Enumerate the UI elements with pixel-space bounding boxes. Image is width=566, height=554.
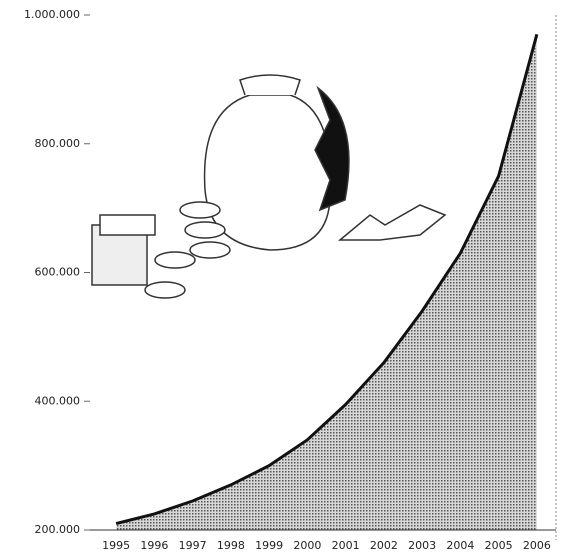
y-tick-label: 1.000.000 (24, 8, 80, 21)
x-tick-label: 2006 (523, 539, 551, 552)
x-tick-label: 2005 (485, 539, 513, 552)
x-tick-label: 1995 (102, 539, 130, 552)
y-tick-label: 200.000 (35, 523, 81, 536)
x-tick-label: 2001 (332, 539, 360, 552)
x-tick-label: 1996 (140, 539, 168, 552)
y-tick-label: 600.000 (35, 266, 81, 279)
x-tick-label: 2004 (446, 539, 474, 552)
x-tick-label: 1999 (255, 539, 283, 552)
y-tick-label: 400.000 (35, 394, 81, 407)
illustration (91, 74, 447, 299)
area-line (115, 33, 539, 526)
x-tick-label: 1998 (217, 539, 245, 552)
x-tick-label: 1997 (179, 539, 207, 552)
area (116, 34, 537, 530)
x-tick-label: 2000 (293, 539, 321, 552)
y-tick-label: 800.000 (35, 137, 81, 150)
x-tick-label: 2002 (370, 539, 398, 552)
x-tick-label: 2003 (408, 539, 436, 552)
